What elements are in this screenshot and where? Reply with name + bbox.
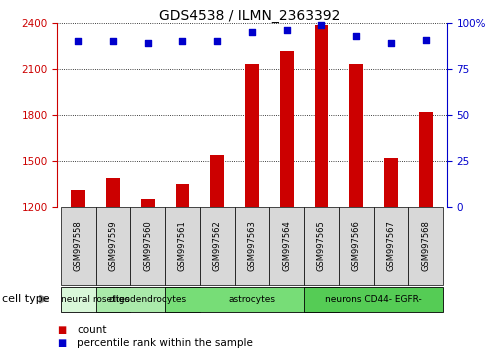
Text: GSM997562: GSM997562 [213, 221, 222, 272]
Text: GSM997563: GSM997563 [248, 221, 256, 272]
Text: GSM997561: GSM997561 [178, 221, 187, 272]
Text: GSM997559: GSM997559 [108, 221, 117, 272]
Point [179, 39, 187, 44]
Bar [384, 158, 398, 207]
Text: GSM997566: GSM997566 [352, 221, 361, 272]
Bar [71, 190, 85, 207]
Text: GDS4538 / ILMN_2363392: GDS4538 / ILMN_2363392 [159, 9, 340, 23]
Point [422, 37, 430, 42]
Text: percentile rank within the sample: percentile rank within the sample [77, 338, 253, 348]
Bar [245, 64, 259, 207]
Text: GSM997558: GSM997558 [74, 221, 83, 272]
Bar [349, 64, 363, 207]
Bar [419, 112, 433, 207]
Point [317, 22, 325, 28]
Point [213, 39, 221, 44]
Text: GSM997567: GSM997567 [387, 221, 396, 272]
Text: ■: ■ [57, 338, 67, 348]
Point [248, 29, 256, 35]
Point [387, 40, 395, 46]
Bar [314, 24, 328, 207]
Point [74, 39, 82, 44]
Text: cell type: cell type [2, 294, 50, 304]
Bar [210, 155, 224, 207]
Point [109, 39, 117, 44]
Text: neurons CD44- EGFR-: neurons CD44- EGFR- [325, 295, 422, 304]
Text: GSM997564: GSM997564 [282, 221, 291, 272]
Text: count: count [77, 325, 107, 335]
Text: ■: ■ [57, 325, 67, 335]
Text: neural rosettes: neural rosettes [61, 295, 130, 304]
Point [283, 28, 291, 33]
Text: oligodendrocytes: oligodendrocytes [109, 295, 187, 304]
Text: GSM997565: GSM997565 [317, 221, 326, 272]
Point [144, 40, 152, 46]
Text: GSM997560: GSM997560 [143, 221, 152, 272]
Bar [280, 51, 294, 207]
Text: GSM997568: GSM997568 [421, 221, 430, 272]
Point [352, 33, 360, 39]
Bar [141, 199, 155, 207]
Bar [176, 184, 190, 207]
Text: astrocytes: astrocytes [229, 295, 275, 304]
Bar [106, 178, 120, 207]
